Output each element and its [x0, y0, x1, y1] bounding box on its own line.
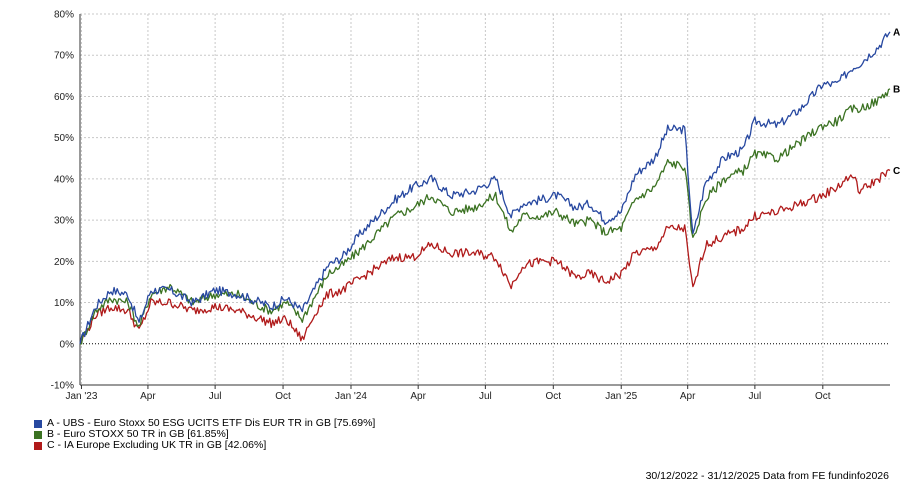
- y-tick-label: 50%: [54, 133, 74, 144]
- y-tick-label: 10%: [54, 298, 74, 309]
- performance-line-chart: -10% 0% 10% 20% 30% 40% 50% 60% 70% 80% Jan '23 Apr…: [51, 10, 900, 403]
- labels: C B A: [893, 27, 900, 177]
- series-end-label-b: B: [893, 84, 900, 95]
- y-tick-label: 60%: [54, 92, 74, 103]
- y-tick-label: 20%: [54, 257, 74, 268]
- series-end-label-c: C: [893, 166, 900, 177]
- x-tick-label: Apr: [680, 391, 696, 402]
- series-lines: [79, 31, 891, 345]
- legend-label-a: A - UBS - Euro Stoxx 50 ESG UCITS ETF Di…: [47, 417, 376, 429]
- legend-item-b: B - Euro STOXX 50 TR in GB [61.85%]: [34, 429, 375, 440]
- gridlines: [80, 13, 890, 386]
- legend: A - UBS - Euro Stoxx 50 ESG UCITS ETF Di…: [34, 418, 375, 451]
- axes: -10% 0% 10% 20% 30% 40% 50% 60% 70% 80% Jan '23 Apr…: [51, 10, 890, 402]
- x-tick-label: Jul: [479, 391, 492, 402]
- legend-label-c: C - IA Europe Excluding UK TR in GB [42.…: [47, 439, 267, 451]
- x-tick-label: Oct: [815, 391, 831, 402]
- x-tick-label: Apr: [410, 391, 426, 402]
- legend-item-c: C - IA Europe Excluding UK TR in GB [42.…: [34, 440, 375, 451]
- x-tick-label: Jan '23: [66, 391, 98, 402]
- series-line-b: [79, 88, 891, 345]
- series-line-c: [79, 169, 891, 345]
- series-end-label-a: A: [893, 27, 900, 38]
- x-tick-label: Apr: [140, 391, 156, 402]
- x-tick-label: Oct: [546, 391, 562, 402]
- x-tick-label: Jan '24: [335, 391, 367, 402]
- x-tick-label: Oct: [275, 391, 291, 402]
- legend-swatch-c: [34, 441, 42, 450]
- legend-label-b: B - Euro STOXX 50 TR in GB [61.85%]: [47, 428, 229, 440]
- data-source-footer: 30/12/2022 - 31/12/2025 Data from FE fun…: [645, 470, 889, 482]
- y-tick-label: 80%: [54, 10, 74, 21]
- y-tick-label: -10%: [51, 381, 74, 392]
- x-tick-label: Jan '25: [605, 391, 637, 402]
- legend-swatch-a: [34, 419, 42, 428]
- y-tick-label: 30%: [54, 216, 74, 227]
- y-tick-label: 40%: [54, 174, 74, 185]
- x-tick-label: Jul: [209, 391, 222, 402]
- legend-item-a: A - UBS - Euro Stoxx 50 ESG UCITS ETF Di…: [34, 418, 375, 429]
- legend-swatch-b: [34, 430, 42, 439]
- x-tick-label: Jul: [748, 391, 761, 402]
- y-tick-label: 0%: [60, 339, 75, 350]
- series-line-a: [79, 31, 891, 344]
- y-tick-label: 70%: [54, 51, 74, 62]
